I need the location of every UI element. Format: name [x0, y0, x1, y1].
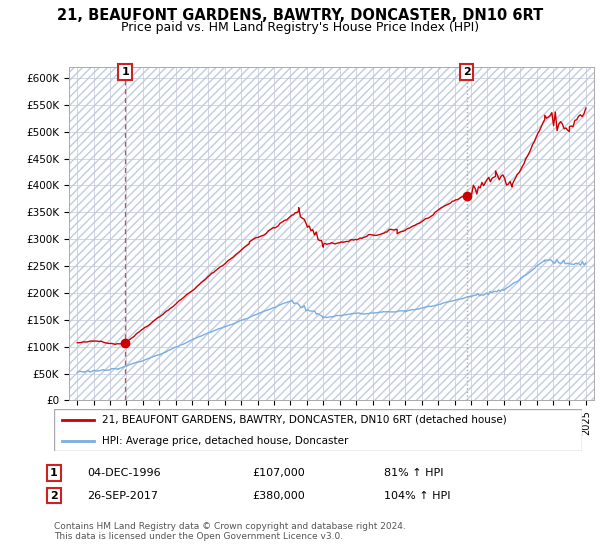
Text: 21, BEAUFONT GARDENS, BAWTRY, DONCASTER, DN10 6RT: 21, BEAUFONT GARDENS, BAWTRY, DONCASTER,…	[57, 8, 543, 24]
Text: Price paid vs. HM Land Registry's House Price Index (HPI): Price paid vs. HM Land Registry's House …	[121, 21, 479, 34]
Text: 2: 2	[50, 491, 58, 501]
Text: Contains HM Land Registry data © Crown copyright and database right 2024.
This d: Contains HM Land Registry data © Crown c…	[54, 522, 406, 542]
Text: £380,000: £380,000	[252, 491, 305, 501]
Text: HPI: Average price, detached house, Doncaster: HPI: Average price, detached house, Donc…	[101, 436, 348, 446]
Text: 1: 1	[121, 67, 129, 77]
Text: 04-DEC-1996: 04-DEC-1996	[87, 468, 161, 478]
Text: 21, BEAUFONT GARDENS, BAWTRY, DONCASTER, DN10 6RT (detached house): 21, BEAUFONT GARDENS, BAWTRY, DONCASTER,…	[101, 415, 506, 424]
Text: £107,000: £107,000	[252, 468, 305, 478]
Text: 1: 1	[50, 468, 58, 478]
Text: 81% ↑ HPI: 81% ↑ HPI	[384, 468, 443, 478]
Text: 2: 2	[463, 67, 470, 77]
Text: 26-SEP-2017: 26-SEP-2017	[87, 491, 158, 501]
Text: 104% ↑ HPI: 104% ↑ HPI	[384, 491, 451, 501]
